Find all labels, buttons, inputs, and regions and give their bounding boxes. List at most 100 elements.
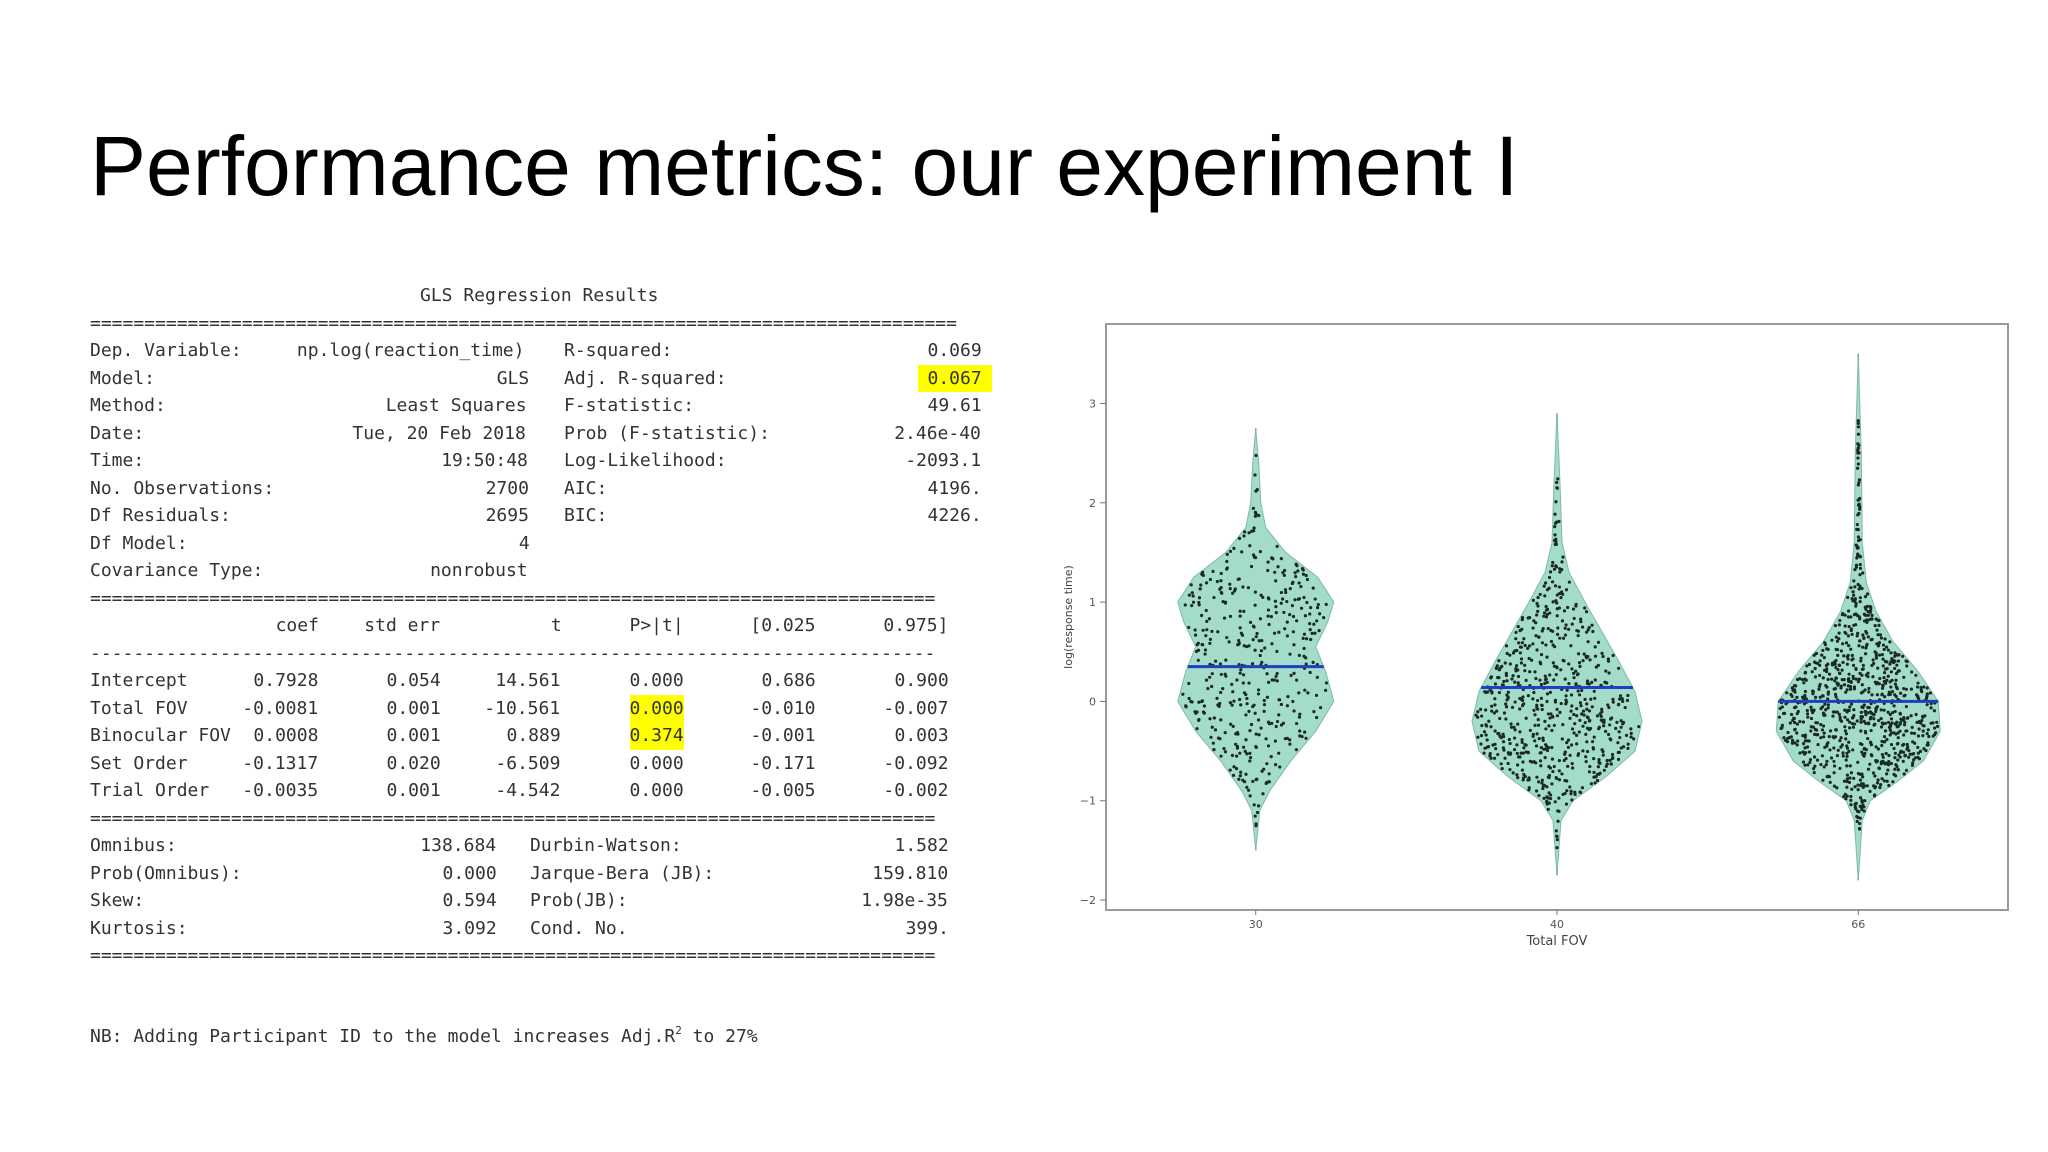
data-point bbox=[1585, 740, 1589, 744]
data-point bbox=[1253, 711, 1257, 715]
data-point bbox=[1814, 661, 1818, 665]
data-point bbox=[1533, 739, 1537, 743]
data-point bbox=[1851, 663, 1856, 667]
data-point bbox=[1919, 685, 1923, 690]
data-point bbox=[1849, 647, 1853, 651]
coef-value: 0.374 bbox=[629, 722, 684, 750]
data-point bbox=[1294, 748, 1299, 752]
data-point bbox=[1288, 613, 1292, 617]
data-point bbox=[1527, 656, 1531, 661]
data-point bbox=[1931, 721, 1935, 725]
data-point bbox=[1289, 673, 1293, 677]
data-point bbox=[1547, 724, 1551, 728]
data-point bbox=[1541, 736, 1545, 740]
data-point bbox=[1237, 536, 1242, 540]
data-point bbox=[1857, 644, 1861, 648]
data-point bbox=[1886, 674, 1890, 678]
data-point bbox=[1544, 615, 1549, 619]
data-point bbox=[1608, 758, 1612, 762]
data-point bbox=[1274, 579, 1278, 583]
data-point bbox=[1523, 663, 1527, 667]
data-point bbox=[1224, 658, 1228, 662]
data-point bbox=[1303, 614, 1308, 618]
data-point bbox=[1194, 633, 1198, 637]
data-point bbox=[1801, 742, 1806, 746]
data-point bbox=[1586, 640, 1590, 644]
data-point bbox=[1324, 602, 1328, 606]
data-point bbox=[1590, 680, 1594, 684]
data-point bbox=[1581, 709, 1586, 713]
data-point bbox=[1835, 639, 1840, 643]
data-point bbox=[1254, 635, 1258, 639]
data-point bbox=[1893, 767, 1897, 771]
data-point bbox=[1841, 660, 1845, 665]
data-point bbox=[1555, 593, 1559, 597]
data-point bbox=[1855, 466, 1860, 470]
data-point bbox=[1540, 707, 1544, 712]
data-point bbox=[1852, 713, 1856, 718]
data-point bbox=[1886, 710, 1890, 714]
data-point bbox=[1531, 598, 1535, 602]
data-point bbox=[1856, 448, 1860, 453]
data-point bbox=[1187, 593, 1191, 597]
data-point bbox=[1585, 707, 1589, 711]
data-point bbox=[1863, 595, 1868, 599]
data-point bbox=[1825, 742, 1829, 747]
data-point bbox=[1860, 586, 1864, 591]
data-point bbox=[1553, 698, 1558, 702]
coef-value: 0.001 bbox=[386, 780, 441, 801]
data-point bbox=[1934, 731, 1938, 735]
data-point bbox=[1305, 577, 1310, 582]
data-point bbox=[1856, 432, 1861, 436]
data-point bbox=[1832, 771, 1836, 775]
data-point bbox=[1239, 668, 1243, 672]
data-point bbox=[1536, 604, 1540, 608]
data-point bbox=[1885, 737, 1889, 742]
data-point bbox=[1493, 703, 1497, 707]
data-point bbox=[1877, 766, 1882, 771]
data-point bbox=[1879, 717, 1883, 721]
data-point bbox=[1916, 751, 1920, 755]
data-point bbox=[1889, 670, 1893, 674]
data-point bbox=[1893, 666, 1897, 671]
data-point bbox=[1881, 657, 1885, 661]
data-point bbox=[1892, 746, 1896, 751]
data-point bbox=[1533, 723, 1537, 727]
data-point bbox=[1849, 771, 1854, 775]
data-point bbox=[1253, 473, 1257, 477]
data-point bbox=[1895, 687, 1899, 691]
data-point bbox=[1619, 719, 1623, 723]
data-point bbox=[1782, 736, 1786, 740]
data-point bbox=[1793, 721, 1797, 725]
data-point bbox=[1820, 705, 1825, 709]
data-point bbox=[1801, 750, 1805, 754]
data-point bbox=[1848, 764, 1852, 768]
data-point bbox=[1858, 573, 1862, 577]
data-point bbox=[1845, 785, 1849, 789]
data-point bbox=[1818, 673, 1822, 678]
data-point bbox=[1858, 671, 1862, 675]
diagnostic-label: Cond. No. bbox=[530, 917, 628, 939]
data-point bbox=[1888, 640, 1892, 644]
data-point bbox=[1856, 527, 1860, 532]
data-point bbox=[1531, 642, 1535, 646]
data-point bbox=[1550, 782, 1554, 786]
data-point bbox=[1504, 702, 1508, 706]
data-point bbox=[1234, 742, 1238, 746]
data-point bbox=[1632, 737, 1636, 741]
data-point bbox=[1850, 653, 1854, 657]
data-point bbox=[1854, 807, 1858, 811]
coef-value: -0.002 bbox=[883, 780, 949, 801]
data-point bbox=[1253, 603, 1257, 607]
violin-group bbox=[1177, 353, 1941, 881]
data-point bbox=[1582, 652, 1586, 656]
data-point bbox=[1246, 586, 1250, 590]
data-point bbox=[1563, 633, 1568, 637]
data-point bbox=[1553, 584, 1558, 588]
data-point bbox=[1904, 687, 1908, 691]
data-point bbox=[1532, 619, 1536, 623]
data-point bbox=[1519, 751, 1523, 755]
data-point bbox=[1835, 710, 1839, 714]
data-point bbox=[1844, 690, 1848, 694]
data-point bbox=[1585, 749, 1590, 754]
